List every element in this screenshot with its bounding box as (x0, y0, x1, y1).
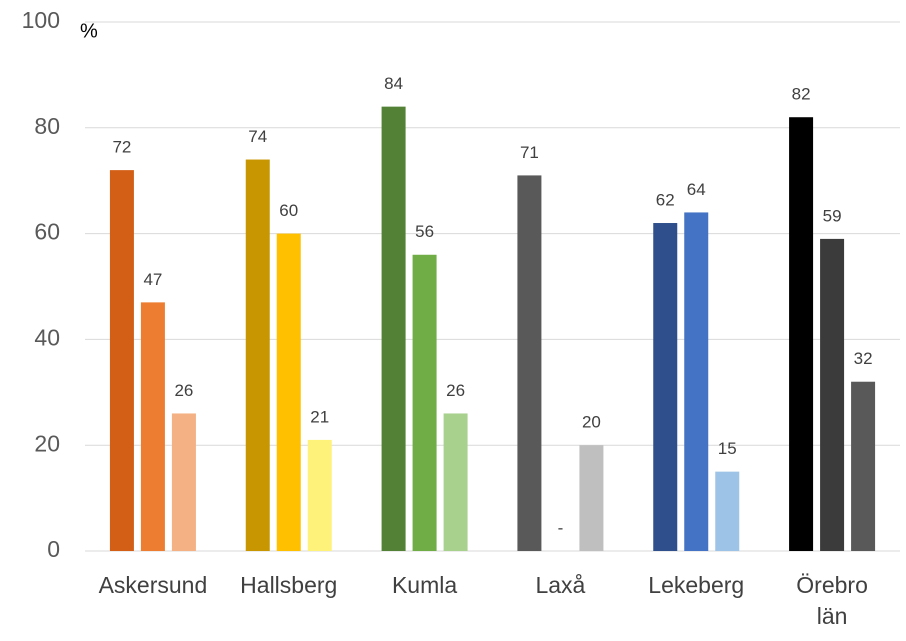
value-label: 71 (520, 143, 539, 162)
bar (820, 238, 845, 551)
bar (684, 212, 709, 551)
value-label: 59 (823, 206, 842, 225)
value-label: 72 (112, 138, 131, 157)
value-label: 21 (310, 407, 329, 426)
bar (171, 413, 196, 551)
bar (140, 302, 165, 551)
bar (653, 223, 678, 551)
x-tick-label: Örebro län (782, 570, 882, 632)
bar (789, 117, 814, 551)
x-tick-text: Kumla (391, 572, 458, 598)
bar (715, 471, 740, 551)
x-tick-label: Laxå (510, 570, 610, 601)
bar (412, 254, 437, 551)
x-tick-text: Laxå (535, 572, 586, 598)
value-label: 47 (143, 270, 162, 289)
unit-title: % (80, 20, 98, 42)
value-label: 64 (687, 180, 706, 199)
value-label: 26 (446, 381, 465, 400)
value-label: 32 (854, 349, 873, 368)
y-tick-label: 100 (22, 7, 60, 33)
value-label: 84 (384, 74, 403, 93)
y-tick-label: 40 (34, 324, 60, 350)
y-tick-label: 0 (47, 536, 60, 562)
x-tick-label: Lekeberg (646, 570, 746, 601)
x-tick-text: Örebro län (796, 572, 868, 629)
bar (109, 170, 134, 551)
value-label: 15 (718, 439, 737, 458)
value-label: 26 (174, 381, 193, 400)
value-label: 82 (792, 85, 811, 104)
value-label: 56 (415, 222, 434, 241)
x-tick-text: Hallsberg (240, 572, 338, 598)
y-tick-label: 60 (34, 219, 60, 245)
x-tick-text: Askersund (98, 572, 208, 598)
value-label: 62 (656, 191, 675, 210)
bar (851, 381, 876, 551)
bar (443, 413, 468, 551)
bar (276, 233, 301, 551)
bar (381, 106, 406, 551)
x-tick-text: Lekeberg (648, 572, 745, 598)
value-label: 60 (279, 201, 298, 220)
bar (517, 175, 542, 551)
x-tick-label: Kumla (375, 570, 475, 601)
bar (307, 439, 332, 551)
value-label: 20 (582, 413, 601, 432)
y-tick-label: 20 (34, 430, 60, 456)
bar (579, 445, 604, 551)
y-tick-label: 80 (34, 113, 60, 139)
value-label: - (558, 518, 564, 537)
x-tick-label: Askersund (99, 570, 208, 601)
value-label: 74 (248, 127, 267, 146)
bar (245, 159, 270, 552)
x-tick-label: Hallsberg (239, 570, 339, 601)
